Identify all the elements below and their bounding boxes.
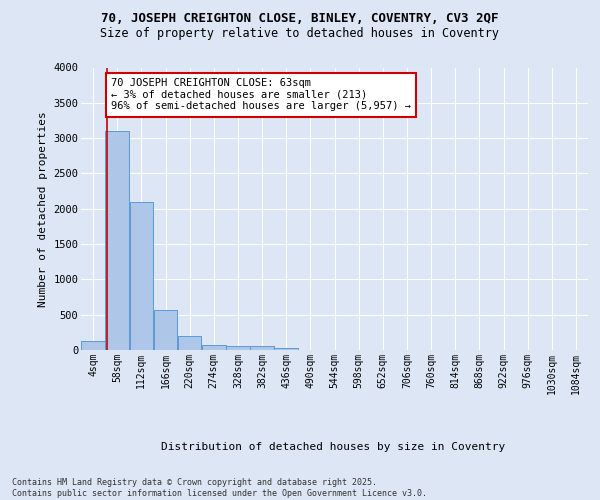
Text: Contains HM Land Registry data © Crown copyright and database right 2025.
Contai: Contains HM Land Registry data © Crown c…: [12, 478, 427, 498]
Text: 70, JOSEPH CREIGHTON CLOSE, BINLEY, COVENTRY, CV3 2QF: 70, JOSEPH CREIGHTON CLOSE, BINLEY, COVE…: [101, 12, 499, 26]
Bar: [202, 344, 226, 350]
Bar: [226, 346, 250, 350]
Bar: [154, 310, 178, 350]
Bar: [250, 346, 274, 350]
Text: Distribution of detached houses by size in Coventry: Distribution of detached houses by size …: [161, 442, 505, 452]
Bar: [178, 336, 202, 350]
Bar: [106, 131, 129, 350]
Bar: [81, 341, 105, 350]
Bar: [274, 348, 298, 350]
Bar: [130, 202, 153, 350]
Text: Size of property relative to detached houses in Coventry: Size of property relative to detached ho…: [101, 28, 499, 40]
Y-axis label: Number of detached properties: Number of detached properties: [38, 111, 47, 306]
Text: 70 JOSEPH CREIGHTON CLOSE: 63sqm
← 3% of detached houses are smaller (213)
96% o: 70 JOSEPH CREIGHTON CLOSE: 63sqm ← 3% of…: [111, 78, 411, 112]
